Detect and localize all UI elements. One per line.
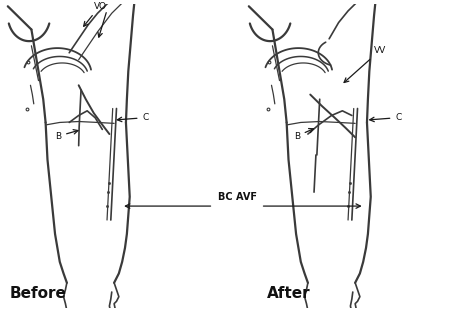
Text: BC AVF: BC AVF [218,193,256,202]
Text: Before: Before [10,286,67,301]
Text: C: C [370,113,401,122]
Text: B: B [294,129,313,141]
Text: B: B [55,130,78,141]
Text: After: After [267,286,311,301]
Text: C: C [118,113,149,122]
Text: VV: VV [344,46,386,83]
Text: VO: VO [83,2,107,26]
